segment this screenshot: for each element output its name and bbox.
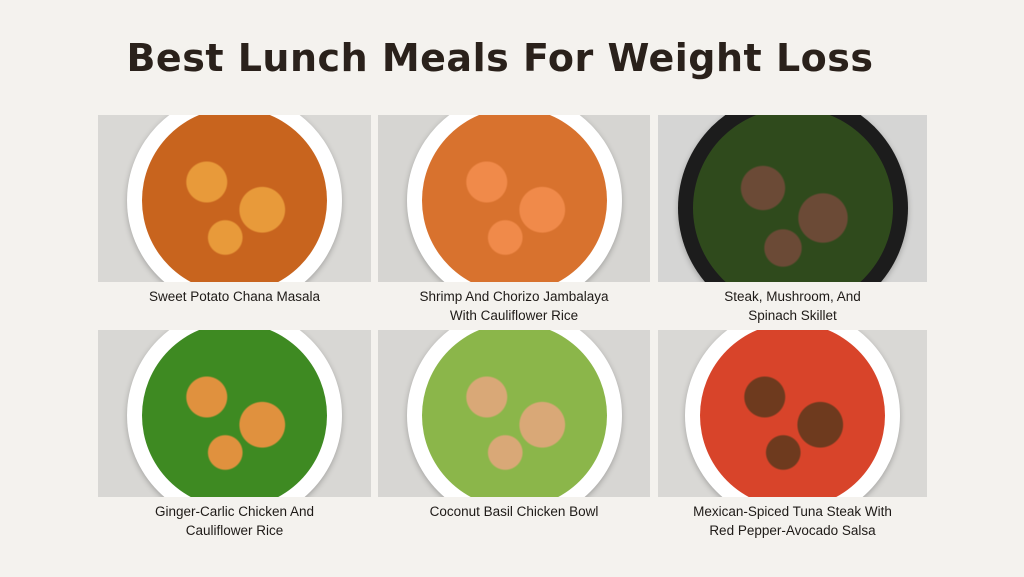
food xyxy=(421,115,607,282)
bowl xyxy=(127,330,342,497)
bowl xyxy=(685,330,900,497)
caption-line: Sweet Potato Chana Masala xyxy=(148,289,321,304)
meal-caption: Steak, Mushroom, And Spinach Skillet xyxy=(658,287,927,325)
food xyxy=(700,330,885,497)
bowl xyxy=(127,115,342,282)
meal-caption: Ginger-Carlic Chicken And Cauliflower Ric… xyxy=(98,502,371,540)
meal-photo xyxy=(378,115,650,282)
caption-line: Ginger-Carlic Chicken And xyxy=(154,504,315,519)
meal-card: Steak, Mushroom, And Spinach Skillet xyxy=(658,115,927,330)
caption-line: With Cauliflower Rice xyxy=(449,308,579,323)
caption-line: Red Pepper-Avocado Salsa xyxy=(709,523,876,538)
meal-photo xyxy=(378,330,650,497)
caption-line: Cauliflower Rice xyxy=(185,523,284,538)
food xyxy=(142,115,327,282)
bowl xyxy=(406,115,622,282)
meal-caption: Coconut Basil Chicken Bowl xyxy=(378,502,650,521)
caption-line: Shrimp And Chorizo Jambalaya xyxy=(419,289,609,304)
meal-card: Ginger-Carlic Chicken And Cauliflower Ric… xyxy=(98,330,371,545)
meal-photo xyxy=(658,115,927,282)
meal-caption: Sweet Potato Chana Masala xyxy=(98,287,371,306)
page-title: Best Lunch Meals For Weight Loss xyxy=(126,36,874,80)
meal-card: Shrimp And Chorizo Jambalaya With Caulifl… xyxy=(378,115,650,330)
bowl xyxy=(406,330,622,497)
caption-line: Spinach Skillet xyxy=(748,308,837,323)
food xyxy=(692,115,893,282)
meal-photo xyxy=(98,115,371,282)
meal-card: Sweet Potato Chana Masala xyxy=(98,115,371,330)
caption-line: Coconut Basil Chicken Bowl xyxy=(429,504,599,519)
meal-card: Coconut Basil Chicken Bowl xyxy=(378,330,650,545)
meal-photo xyxy=(658,330,927,497)
food xyxy=(421,330,607,497)
meal-photo xyxy=(98,330,371,497)
caption-line: Steak, Mushroom, And xyxy=(724,289,861,304)
meal-caption: Shrimp And Chorizo Jambalaya With Caulifl… xyxy=(378,287,650,325)
caption-line: Mexican-Spiced Tuna Steak With xyxy=(693,504,892,519)
food xyxy=(142,330,327,497)
bowl xyxy=(677,115,908,282)
meal-caption: Mexican-Spiced Tuna Steak With Red Pepper… xyxy=(658,502,927,540)
meal-card: Mexican-Spiced Tuna Steak With Red Pepper… xyxy=(658,330,927,545)
